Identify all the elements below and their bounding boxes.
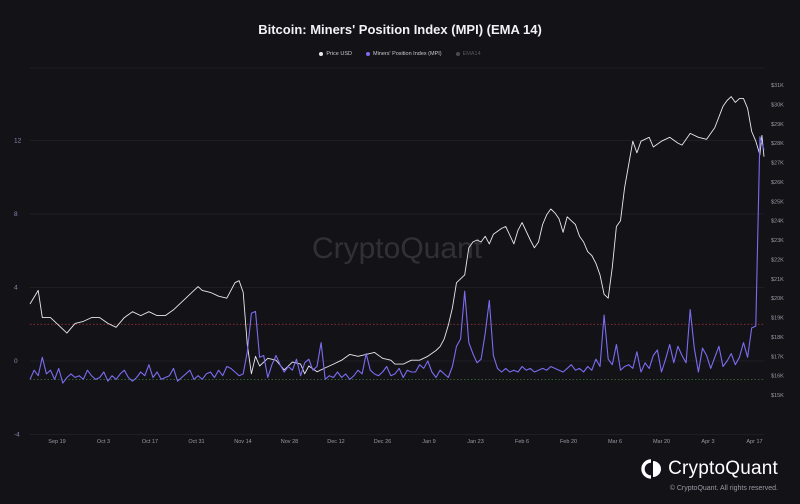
- legend-label-mpi: Miners' Position Index (MPI): [373, 51, 442, 57]
- watermark: CryptoQuant: [312, 232, 483, 265]
- x-tick-label: Feb 20: [560, 439, 577, 445]
- x-tick-label: Nov 28: [281, 439, 298, 445]
- right-tick-label: $16K: [771, 374, 784, 380]
- legend-dot-mpi: [366, 52, 370, 56]
- x-tick-label: Mar 20: [653, 439, 670, 445]
- series-line-mpi: [29, 136, 765, 384]
- right-tick-label: $26K: [771, 180, 784, 186]
- right-tick-label: $18K: [771, 335, 784, 341]
- x-tick-label: Nov 14: [234, 439, 251, 445]
- right-tick-label: $31K: [771, 83, 784, 89]
- left-tick-label: 4: [14, 285, 18, 292]
- legend-dot-price: [319, 52, 324, 56]
- x-tick-label: Apr 17: [746, 439, 762, 445]
- right-tick-label: $20K: [771, 296, 784, 302]
- right-tick-label: $22K: [771, 257, 784, 263]
- x-tick-label: Oct 3: [97, 439, 110, 445]
- right-tick-label: $21K: [771, 277, 784, 283]
- right-tick-label: $28K: [771, 141, 784, 147]
- x-tick-label: Dec 26: [374, 439, 391, 445]
- x-tick-label: Sep 19: [48, 439, 65, 445]
- series-line-price: [29, 96, 765, 375]
- left-tick-label: 12: [14, 138, 22, 145]
- legend-dot-ema14: [455, 52, 460, 56]
- legend: Price USD Miners' Position Index (MPI) E…: [0, 51, 800, 57]
- x-tick-label: Mar 6: [608, 439, 622, 445]
- x-tick-label: Oct 31: [188, 439, 204, 445]
- right-tick-label: $29K: [771, 122, 784, 128]
- brand-logo: CryptoQuant: [640, 458, 778, 480]
- x-tick-label: Jan 23: [467, 439, 484, 445]
- copyright-text: © CryptoQuant. All rights reserved.: [669, 485, 778, 492]
- brand-name: CryptoQuant: [668, 458, 778, 479]
- legend-item-price[interactable]: Price USD: [319, 51, 352, 57]
- x-tick-label: Oct 17: [142, 439, 158, 445]
- legend-item-ema14[interactable]: EMA14: [455, 51, 481, 57]
- left-tick-label: 8: [14, 211, 18, 218]
- left-tick-label: -4: [14, 432, 20, 439]
- right-tick-label: $23K: [771, 238, 784, 244]
- chart-title: Bitcoin: Miners' Position Index (MPI) (E…: [258, 22, 542, 37]
- x-tick-label: Feb 6: [515, 439, 529, 445]
- right-tick-label: $27K: [771, 161, 784, 167]
- legend-label-ema14: EMA14: [462, 51, 481, 57]
- right-tick-label: $24K: [771, 219, 784, 225]
- right-tick-label: $15K: [771, 393, 784, 399]
- legend-label-price: Price USD: [326, 51, 352, 57]
- x-tick-label: Apr 3: [701, 439, 714, 445]
- right-tick-label: $30K: [771, 102, 784, 108]
- x-tick-label: Jan 9: [422, 439, 435, 445]
- right-tick-label: $19K: [771, 316, 784, 322]
- right-tick-label: $17K: [771, 354, 784, 360]
- cryptoquant-logo-icon: [641, 459, 662, 479]
- right-tick-label: $25K: [771, 199, 784, 205]
- legend-item-mpi[interactable]: Miners' Position Index (MPI): [366, 51, 442, 57]
- left-tick-label: 0: [14, 358, 18, 365]
- x-tick-label: Dec 12: [327, 439, 344, 445]
